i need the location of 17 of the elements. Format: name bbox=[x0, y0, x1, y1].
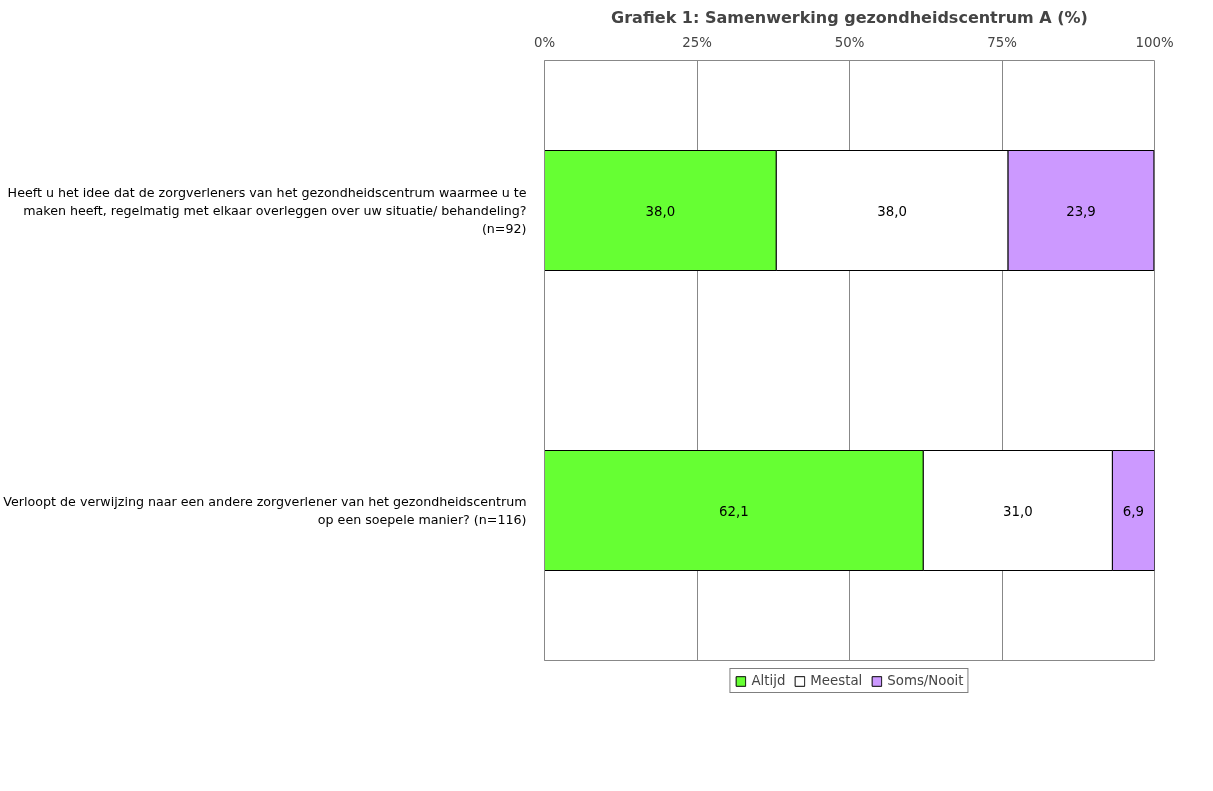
x-tick-label: 50% bbox=[834, 34, 865, 50]
chart-title: Grafiek 1: Samenwerking gezondheidscentrum A (%) bbox=[611, 7, 1088, 27]
x-tick-label: 0% bbox=[533, 34, 556, 50]
legend-label: Altijd bbox=[751, 673, 786, 688]
legend-label: Meestal bbox=[810, 673, 863, 688]
x-tick-label: 100% bbox=[1135, 34, 1174, 50]
data-label: 62,1 bbox=[719, 503, 749, 519]
data-label: 6,9 bbox=[1122, 503, 1145, 519]
data-label: 38,0 bbox=[877, 203, 908, 219]
data-label: 23,9 bbox=[1066, 203, 1096, 219]
x-tick-label: 75% bbox=[987, 34, 1017, 50]
y-tick-label: Heeft u het idee dat de zorgverleners van het gezondheidscentrum waarmee u te maken heeft, regelmatig met elkaar overleggen over uw situatie/ behandeling? (n=92) bbox=[7, 185, 527, 236]
legend-label: Soms/Nooit bbox=[887, 673, 964, 688]
data-label: 38,0 bbox=[645, 203, 676, 219]
y-tick-label: Verloopt de verwijzing naar een andere zorgverlener van het gezondheidscentrum op een soepele manier? (n=116) bbox=[3, 494, 527, 527]
x-tick-label: 25% bbox=[682, 34, 712, 50]
data-label: 31,0 bbox=[1003, 503, 1033, 519]
